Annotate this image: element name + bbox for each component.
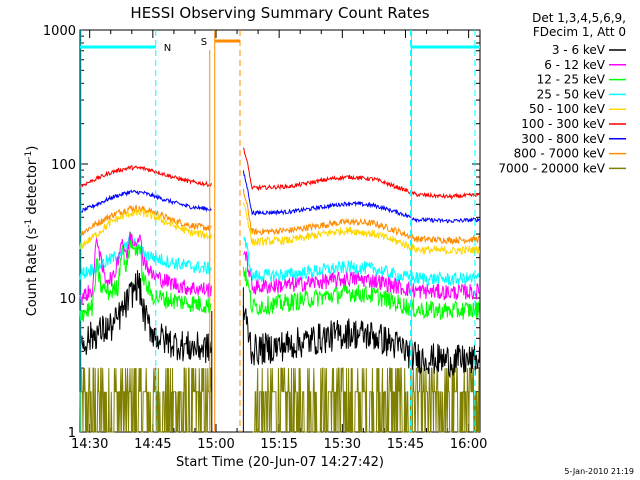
x-tick-label: 14:45 bbox=[134, 437, 171, 452]
legend-header: Det 1,3,4,5,6,9, bbox=[532, 11, 626, 25]
series-line bbox=[79, 367, 212, 433]
series-group bbox=[79, 232, 481, 322]
series-line bbox=[79, 164, 212, 189]
series-line bbox=[79, 204, 212, 237]
series-group bbox=[80, 170, 480, 224]
legend-label: 100 - 300 keV bbox=[521, 117, 605, 131]
series-line bbox=[242, 170, 480, 224]
x-tick-label: 15:30 bbox=[324, 437, 361, 452]
y-axis-label-part: ) bbox=[25, 146, 40, 151]
series-line bbox=[242, 147, 481, 201]
x-tick-label: 14:30 bbox=[71, 437, 108, 452]
series-line bbox=[242, 305, 481, 379]
series-line bbox=[79, 270, 212, 364]
legend-label: 800 - 7000 keV bbox=[514, 147, 606, 161]
series-group bbox=[79, 188, 481, 245]
render-timestamp: 5-Jan-2010 21:19 bbox=[564, 467, 634, 476]
series-line bbox=[242, 188, 481, 245]
series-line bbox=[252, 367, 480, 433]
x-tick-label: 15:45 bbox=[387, 437, 424, 452]
series-line bbox=[242, 202, 481, 256]
series-group bbox=[79, 231, 481, 305]
series-group bbox=[79, 367, 480, 433]
series-line bbox=[79, 231, 212, 305]
y-axis-label-exponent: -1 bbox=[24, 151, 34, 160]
legend-label: 6 - 12 keV bbox=[544, 58, 606, 72]
x-tick-label: 15:00 bbox=[197, 437, 234, 452]
legend-label: 12 - 25 keV bbox=[537, 73, 606, 87]
legend-label: 25 - 50 keV bbox=[537, 87, 606, 101]
legend-label: 7000 - 20000 keV bbox=[498, 161, 605, 175]
legend-header: FDecim 1, Att 0 bbox=[533, 25, 626, 39]
night-label: N bbox=[164, 43, 171, 54]
series-line bbox=[79, 207, 212, 249]
y-tick-label: 100 bbox=[51, 158, 76, 173]
legend-label: 3 - 6 keV bbox=[552, 43, 606, 57]
series-group bbox=[79, 270, 481, 379]
chart-title: HESSI Observing Summary Count Rates bbox=[130, 4, 429, 22]
x-tick-label: 16:00 bbox=[450, 437, 487, 452]
series-line bbox=[80, 189, 212, 213]
y-axis-label-part: Count Rate (s bbox=[25, 228, 40, 317]
x-tick-label: 15:15 bbox=[260, 437, 297, 452]
legend-label: 50 - 100 keV bbox=[529, 102, 606, 116]
series-line bbox=[242, 235, 481, 287]
legend-label: 300 - 800 keV bbox=[521, 132, 605, 146]
x-axis-label: Start Time (20-Jun-07 14:27:42) bbox=[176, 455, 384, 470]
series-line bbox=[79, 232, 212, 322]
y-axis-label-exponent: -1 bbox=[24, 219, 34, 228]
series-line bbox=[242, 266, 481, 320]
y-axis-label: Count Rate (s-1 detector-1) bbox=[24, 146, 40, 317]
y-axis-label-part: detector bbox=[25, 159, 40, 219]
y-tick-label: 1 bbox=[68, 426, 76, 441]
y-tick-label: 10 bbox=[59, 292, 76, 307]
y-tick-label: 1000 bbox=[43, 24, 76, 39]
series-line bbox=[242, 250, 481, 301]
saa-label: S bbox=[201, 37, 207, 48]
series-group bbox=[79, 202, 481, 256]
series-group bbox=[79, 147, 481, 201]
